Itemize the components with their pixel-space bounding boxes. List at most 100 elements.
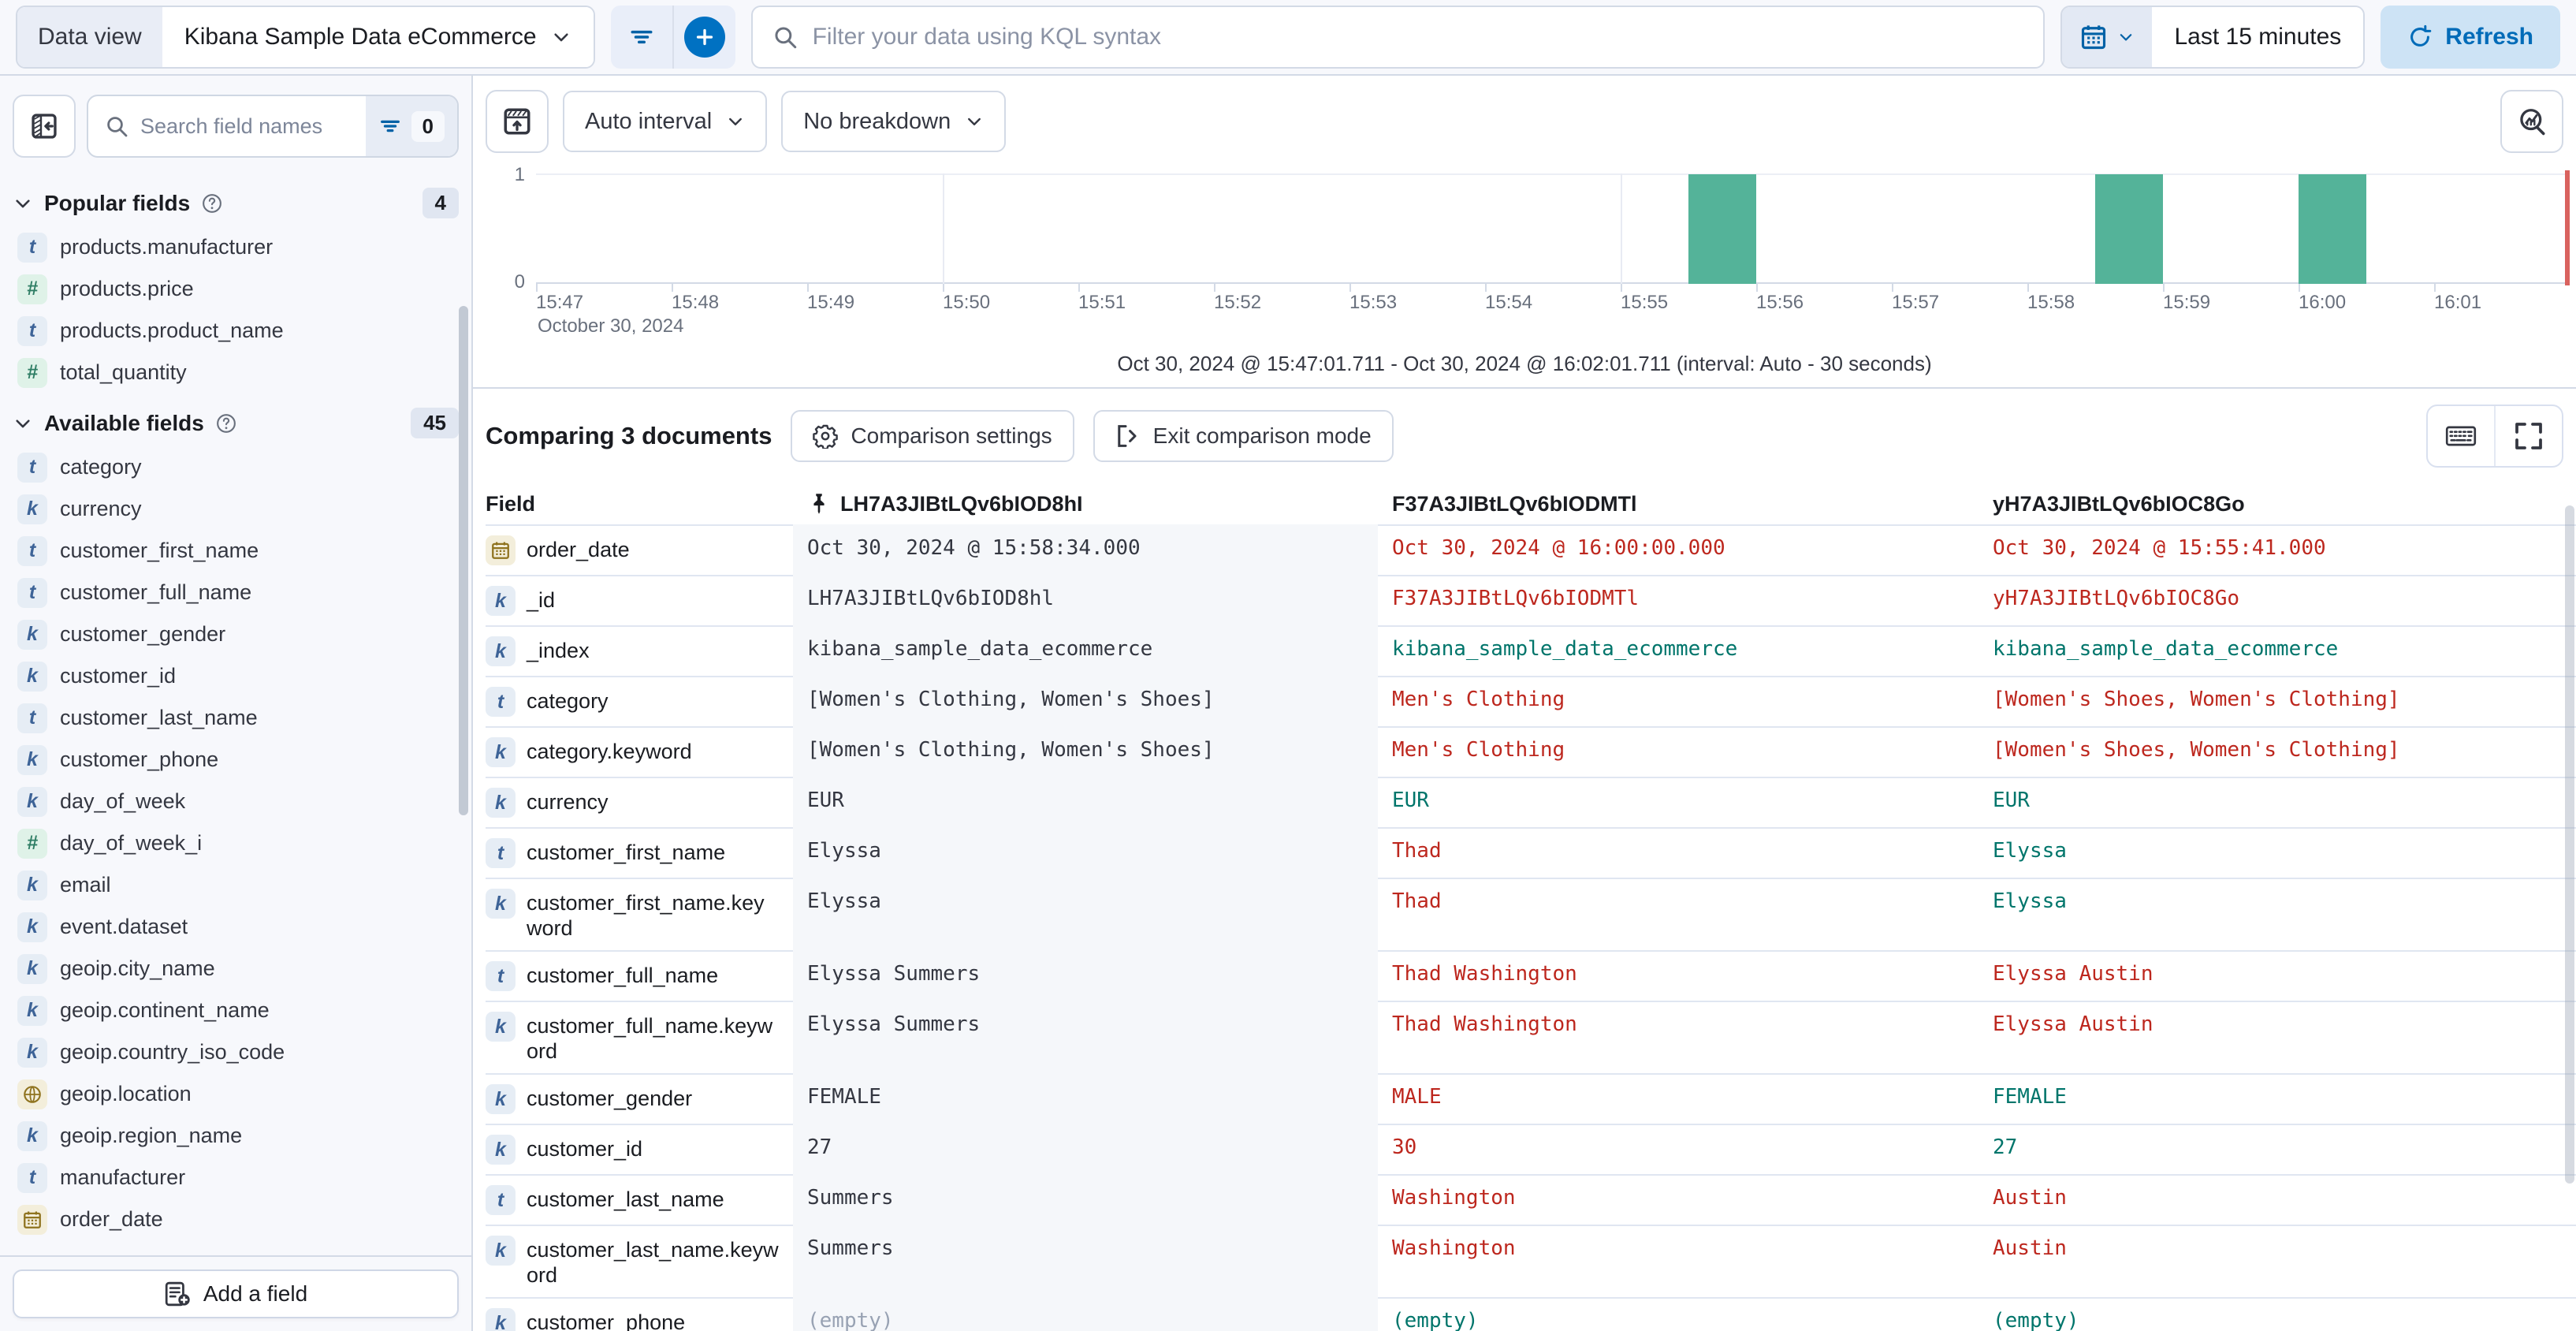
sidebar-field-item[interactable]: k geoip.country_iso_code: [13, 1031, 459, 1073]
sidebar-field-item[interactable]: k geoip.continent_name: [13, 990, 459, 1031]
sidebar-field-item[interactable]: # total_quantity: [13, 352, 459, 393]
keyword-field-icon: k: [486, 788, 516, 818]
comparison-settings-button[interactable]: Comparison settings: [791, 410, 1074, 462]
kql-query-input[interactable]: [812, 24, 2025, 50]
fullscreen-icon: [2513, 420, 2544, 452]
pinned-doc-value-cell: Elyssa Summers: [793, 1001, 1378, 1073]
breakdown-select[interactable]: No breakdown: [781, 91, 1007, 152]
pinned-doc-value-cell: EUR: [793, 777, 1378, 827]
hide-chart-button[interactable]: [486, 90, 549, 153]
field-name-label: customer_first_name.keyword: [527, 891, 765, 940]
sidebar-field-item[interactable]: geoip.location: [13, 1073, 459, 1115]
sidebar-field-item[interactable]: k geoip.city_name: [13, 948, 459, 990]
sidebar-field-item[interactable]: k customer_gender: [13, 613, 459, 655]
add-filter-button[interactable]: [674, 6, 735, 69]
sidebar-field-item[interactable]: t products.product_name: [13, 310, 459, 352]
sidebar-field-item[interactable]: k day_of_week: [13, 781, 459, 822]
time-range-value[interactable]: Last 15 minutes: [2152, 7, 2364, 67]
sidebar-field-item[interactable]: # products.price: [13, 268, 459, 310]
keyboard-icon: [2445, 420, 2477, 452]
time-picker-calendar-button[interactable]: [2062, 7, 2153, 67]
collapse-sidebar-button[interactable]: [13, 95, 76, 158]
refresh-button[interactable]: Refresh: [2381, 6, 2560, 69]
comparison-doc-value-cell: (empty): [1993, 1309, 2079, 1331]
search-icon: [772, 24, 798, 50]
kql-search-bar: [750, 6, 2046, 69]
field-search-input[interactable]: [140, 114, 366, 139]
sidebar-field-item[interactable]: k email: [13, 864, 459, 906]
histogram-bar[interactable]: [2095, 174, 2163, 284]
field-name-label: total_quantity: [60, 360, 187, 384]
sidebar-field-item[interactable]: k customer_id: [13, 655, 459, 697]
sidebar-field-item[interactable]: t category: [13, 446, 459, 488]
chevron-down-icon: [551, 27, 571, 47]
keyword-field-icon: k: [17, 953, 47, 984]
sidebar-field-item[interactable]: k geoip.region_name: [13, 1115, 459, 1157]
field-section-header[interactable]: Popular fields 4: [13, 188, 459, 218]
x-axis-tick-label: 15:58: [2027, 292, 2075, 313]
sidebar-field-item[interactable]: t customer_last_name: [13, 697, 459, 739]
sidebar-scrollbar[interactable]: [459, 306, 468, 815]
plus-circle-icon: [683, 17, 725, 58]
sidebar-field-item[interactable]: t manufacturer: [13, 1157, 459, 1199]
keyword-field-icon: k: [17, 870, 47, 900]
field-name-cell: k _id: [486, 576, 793, 625]
keyboard-shortcuts-button[interactable]: [2428, 406, 2494, 466]
field-name-label: products.manufacturer: [60, 235, 274, 259]
text-field-icon: t: [17, 1162, 47, 1193]
fullscreen-button[interactable]: [2496, 406, 2562, 466]
comparison-doc-value-cell: [Women's Shoes, Women's Clothing]: [1993, 688, 2400, 711]
x-axis-tick-label: 15:59: [2163, 292, 2211, 313]
sidebar-field-item[interactable]: t customer_full_name: [13, 572, 459, 613]
data-view-select-button[interactable]: Kibana Sample Data eCommerce: [162, 7, 594, 67]
keyword-field-icon: k: [486, 737, 516, 767]
field-name-label: event.dataset: [60, 915, 188, 938]
field-name-label: customer_last_name.keyword: [527, 1238, 779, 1287]
help-icon: [201, 192, 223, 214]
keyword-field-icon: k: [17, 494, 47, 524]
keyword-field-icon: k: [486, 1308, 516, 1331]
sidebar-field-item[interactable]: order_date: [13, 1199, 459, 1240]
add-field-button[interactable]: Add a field: [13, 1269, 459, 1318]
exit-comparison-button[interactable]: Exit comparison mode: [1093, 410, 1394, 462]
axis-tick: [672, 284, 673, 292]
comparison-doc-value-cell: Men's Clothing: [1392, 738, 1565, 762]
sidebar-field-item[interactable]: k customer_phone: [13, 739, 459, 781]
keyword-field-icon: k: [486, 1135, 516, 1165]
axis-tick: [2434, 284, 2436, 292]
histogram-bar[interactable]: [2299, 174, 2366, 284]
sidebar-field-item[interactable]: # day_of_week_i: [13, 822, 459, 864]
lens-magnifier-icon: [2517, 106, 2547, 136]
gridline: [943, 173, 944, 284]
edit-visualization-button[interactable]: [2500, 90, 2563, 153]
sidebar-field-item[interactable]: k event.dataset: [13, 906, 459, 948]
field-name-label: category: [60, 455, 142, 479]
comparison-doc-value-cell: 27: [1993, 1135, 2018, 1159]
comparison-table: Field LH7A3JIBtLQv6bIOD8hI F37A3JIBtLQv6bI…: [473, 483, 2576, 1331]
sidebar-field-item[interactable]: t customer_first_name: [13, 530, 459, 572]
histogram-bar[interactable]: [1688, 174, 1756, 284]
field-name-cell: k customer_id: [486, 1125, 793, 1174]
field-name-label: currency: [527, 790, 609, 814]
field-name-cell: k category.keyword: [486, 728, 793, 777]
comparison-doc-value-cell: Thad: [1392, 839, 1442, 863]
field-filter-button[interactable]: 0: [365, 96, 457, 156]
doc-column-header: LH7A3JIBtLQv6bIOD8hI: [793, 486, 1378, 523]
histogram-section: Auto interval No breakdown 1 0: [473, 76, 2576, 389]
saved-queries-button[interactable]: [611, 6, 672, 69]
number-field-icon: #: [17, 828, 47, 859]
date-field-icon: [486, 535, 516, 565]
table-scrollbar[interactable]: [2565, 505, 2574, 1184]
data-view-label: Data view: [17, 7, 162, 67]
table-row: k _id LH7A3JIBtLQv6bIOD8hl F37A3JIBtLQv6bIO…: [486, 575, 2576, 625]
interval-select[interactable]: Auto interval: [563, 91, 768, 152]
field-name-label: customer_full_name: [527, 964, 719, 987]
field-section-header[interactable]: Available fields 45: [13, 408, 459, 438]
keyword-field-icon: k: [17, 1120, 47, 1151]
keyword-field-icon: k: [486, 1236, 516, 1266]
chevron-down-icon: [13, 193, 33, 214]
comparison-doc-value-cell: yH7A3JIBtLQv6bIOC8Go: [1993, 587, 2240, 610]
sidebar-field-item[interactable]: k currency: [13, 488, 459, 530]
sidebar-field-item[interactable]: t products.manufacturer: [13, 226, 459, 268]
table-row: k currency EUR EUR EUR: [486, 777, 2576, 827]
